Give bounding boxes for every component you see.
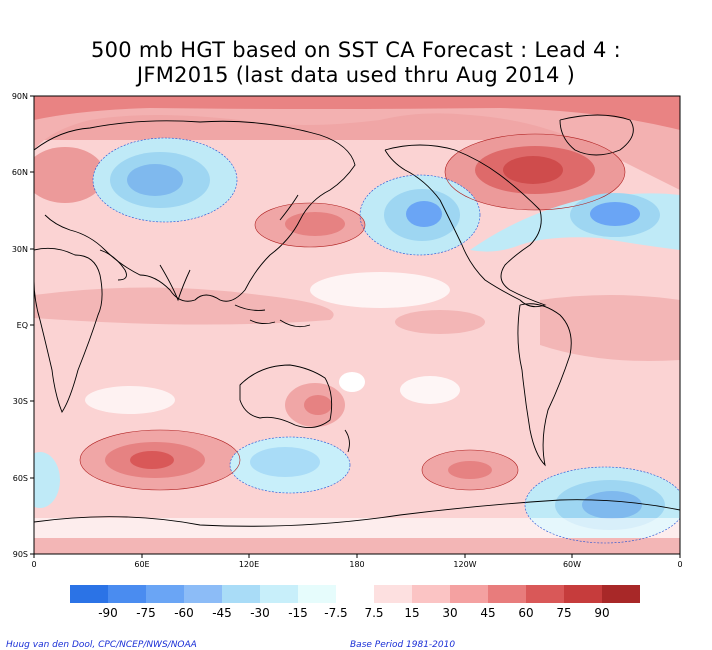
lat-label-60s: 60S [13, 474, 28, 483]
lat-label-90n: 90N [12, 92, 28, 101]
colorbar-label: -7.5 [324, 606, 347, 620]
colorbar-swatch [602, 585, 640, 603]
anomaly-field [34, 96, 680, 554]
colorbar-swatch [412, 585, 450, 603]
lon-label-60w: 60W [563, 560, 581, 569]
colorbar-swatch [488, 585, 526, 603]
lon-label-120e: 120E [239, 560, 259, 569]
colorbar-label: -30 [250, 606, 270, 620]
colorbar-swatch [374, 585, 412, 603]
colorbar-swatch [222, 585, 260, 603]
colorbar-swatch [146, 585, 184, 603]
lon-axis: 0 60E 120E 180 120W 60W 0 [31, 554, 683, 569]
colorbar-label: 75 [556, 606, 571, 620]
lat-label-90s: 90S [13, 550, 28, 559]
title-line-1: 500 mb HGT based on SST CA Forecast : Le… [90, 38, 622, 62]
colorbar-swatch [336, 585, 374, 603]
colorbar-swatch [108, 585, 146, 603]
colorbar-label: 45 [480, 606, 495, 620]
colorbar-label: -15 [288, 606, 308, 620]
coastlines [34, 114, 680, 527]
credit-author: Huug van den Dool, CPC/NCEP/NWS/NOAA [6, 640, 197, 650]
colorbar-label: 7.5 [364, 606, 383, 620]
lat-label-eq: EQ [17, 321, 28, 330]
lon-label-180: 180 [349, 560, 364, 569]
colorbar: -90 -75 -60 -45 -30 -15 -7.5 7.5 15 30 45 60 75 90 [70, 585, 640, 620]
lat-label-30n: 30N [12, 245, 28, 254]
credit-base-period: Base Period 1981-2010 [350, 640, 456, 650]
lon-label-0-right: 0 [677, 560, 682, 569]
colorbar-swatch [526, 585, 564, 603]
colorbar-swatch [564, 585, 602, 603]
colorbar-swatch [184, 585, 222, 603]
colorbar-swatch [260, 585, 298, 603]
lat-label-60n: 60N [12, 168, 28, 177]
colorbar-label: -75 [136, 606, 156, 620]
colorbar-label: -90 [98, 606, 118, 620]
lat-axis: 90N 60N 30N EQ 30S 60S 90S [12, 92, 34, 559]
lat-label-30s: 30S [13, 397, 28, 406]
colorbar-label: 90 [594, 606, 609, 620]
colorbar-label: 30 [442, 606, 457, 620]
colorbar-label: -60 [174, 606, 194, 620]
colorbar-swatch [70, 585, 108, 603]
colorbar-swatch [298, 585, 336, 603]
lon-label-0: 0 [31, 560, 36, 569]
colorbar-label: -45 [212, 606, 232, 620]
title-line-2: JFM2015 (last data used thru Aug 2014 ) [136, 63, 576, 87]
colorbar-label: 15 [404, 606, 419, 620]
lon-label-60e: 60E [134, 560, 149, 569]
colorbar-label: 60 [518, 606, 533, 620]
colorbar-swatch [450, 585, 488, 603]
lon-label-120w: 120W [453, 560, 476, 569]
